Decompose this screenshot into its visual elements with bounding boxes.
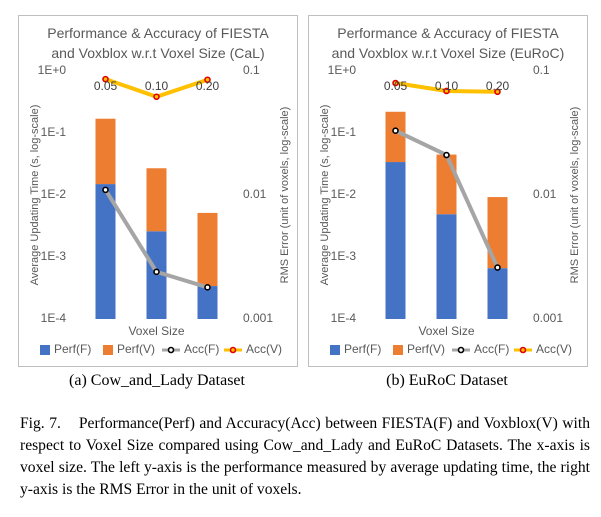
point — [392, 79, 399, 87]
bar — [95, 184, 116, 319]
point — [494, 264, 501, 271]
caption: Fig. 7. Performance(Perf) and Accuracy(A… — [20, 413, 590, 501]
bar — [487, 197, 508, 269]
subcaption: (b) EuRoC Dataset — [386, 372, 508, 389]
legend-swatch — [330, 345, 340, 355]
y-tick-label: 1E-4 — [41, 311, 67, 325]
category-label: 0.10 — [435, 79, 459, 93]
y2-tick-label: 0.01 — [533, 187, 557, 201]
legend-label: Perf(F) — [54, 342, 91, 356]
legend-swatch — [103, 345, 113, 355]
category-label: 0.05 — [94, 79, 118, 93]
bar — [385, 111, 406, 163]
bar — [436, 214, 457, 319]
legend-marker — [229, 346, 237, 354]
y2-axis-label: RMS Error (unit of voxels, log-scale) — [279, 107, 291, 284]
chart-panel: 1E+0 1E-1 1E-2 1E-3 1E-4 0.1 0.01 0.001 Voxel Si… — [308, 15, 588, 367]
point — [494, 88, 501, 96]
category-label: 0.20 — [196, 79, 220, 93]
y2-axis-label: RMS Error (unit of voxels, log-scale) — [569, 107, 581, 284]
y-tick-label: 1E+0 — [38, 63, 67, 77]
legend-marker — [167, 346, 175, 354]
point — [153, 93, 160, 101]
bar — [385, 162, 406, 319]
point — [443, 151, 450, 159]
point — [392, 127, 399, 135]
x-axis-label: Voxel Size — [418, 324, 474, 338]
y-tick-label: 1E-1 — [41, 125, 67, 139]
bar — [487, 268, 508, 319]
caption-text: Performance(Perf) and Accuracy(Acc) betw… — [20, 415, 590, 498]
y-tick-label: 1E-3 — [41, 249, 67, 263]
panel-border — [18, 15, 298, 367]
chart-title: Performance & Accuracy of FIESTA and Vox… — [331, 25, 565, 61]
bar — [197, 212, 218, 287]
legend-label: Acc(V) — [536, 342, 572, 356]
y-axis-label: Average Updating Time (s, log-scale) — [319, 105, 331, 286]
chart: 1E+0 1E-1 1E-2 1E-3 1E-4 0.1 0.01 0.001 Voxel Si… — [18, 15, 298, 367]
y-axis-label: Average Updating Time (s, log-scale) — [29, 105, 41, 286]
bar — [146, 168, 167, 232]
category-label: 0.05 — [384, 79, 408, 93]
point — [102, 186, 109, 194]
caption-label: Fig. 7. — [20, 415, 61, 432]
point — [204, 284, 211, 291]
point — [102, 75, 109, 83]
chart: 1E+0 1E-1 1E-2 1E-3 1E-4 0.1 0.01 0.001 Voxel Si… — [308, 15, 588, 367]
y-tick-label: 1E-2 — [331, 187, 357, 201]
legend-marker — [457, 346, 465, 354]
y-tick-label: 1E-1 — [331, 125, 357, 139]
legend-label: Perf(V) — [407, 342, 445, 356]
y2-tick-label: 0.01 — [243, 187, 267, 201]
chart-panel: 1E+0 1E-1 1E-2 1E-3 1E-4 0.1 0.01 0.001 Voxel Si… — [18, 15, 298, 367]
subcaption: (a) Cow_and_Lady Dataset — [69, 372, 245, 389]
legend-label: Perf(V) — [117, 342, 155, 356]
y-tick-label: 1E+0 — [328, 63, 357, 77]
chart-title: Performance & Accuracy of FIESTA and Vox… — [47, 25, 269, 61]
y2-tick-label: 0.1 — [533, 63, 550, 77]
point — [153, 268, 160, 276]
y2-tick-label: 0.001 — [533, 311, 563, 325]
panel-border — [308, 15, 588, 367]
category-label: 0.20 — [486, 79, 510, 93]
legend-label: Acc(V) — [246, 342, 282, 356]
x-axis-label: Voxel Size — [128, 324, 184, 338]
y2-tick-label: 0.001 — [243, 311, 273, 325]
legend-swatch — [393, 345, 403, 355]
point — [204, 76, 211, 84]
bar — [95, 118, 116, 185]
y-tick-label: 1E-4 — [331, 311, 357, 325]
bar — [436, 154, 457, 215]
category-label: 0.10 — [145, 79, 169, 93]
legend-label: Perf(F) — [344, 342, 381, 356]
y-tick-label: 1E-3 — [331, 249, 357, 263]
legend-swatch — [40, 345, 50, 355]
y2-tick-label: 0.1 — [243, 63, 260, 77]
legend-label: Acc(F) — [474, 342, 509, 356]
bar — [197, 286, 218, 319]
point — [443, 87, 450, 95]
legend-label: Acc(F) — [184, 342, 219, 356]
legend-marker — [519, 346, 527, 354]
y-tick-label: 1E-2 — [41, 187, 67, 201]
